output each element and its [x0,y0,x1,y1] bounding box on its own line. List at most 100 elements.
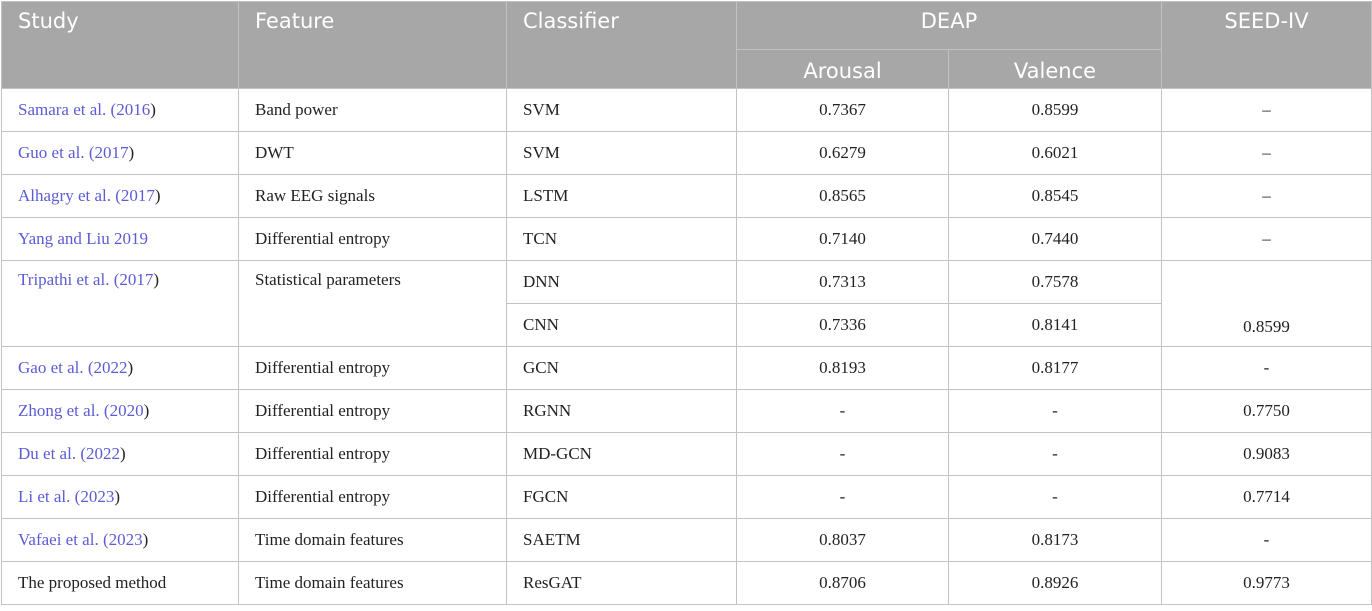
valence-cell: - [948,389,1162,433]
study-link[interactable]: Du et al. (2022 [18,444,120,463]
seed-cell: - [1161,518,1372,562]
classifier-cell: SVM [506,131,737,175]
valence-cell: 0.8141 [948,303,1162,347]
header-feature: Feature [238,1,507,89]
table-body: Samara et al. (2016) Band power SVM 0.73… [1,88,1372,605]
header-study: Study [1,1,239,89]
header-valence: Valence [948,49,1162,89]
classifier-cell: RGNN [506,389,737,433]
feature-cell: Time domain features [238,518,507,562]
arousal-cell: 0.8193 [736,346,949,390]
arousal-cell: 0.8565 [736,174,949,218]
valence-cell: 0.8599 [948,88,1162,132]
table-row: Tripathi et al. (2017) Statistical param… [1,260,1372,347]
table-row: Li et al. (2023) Differential entropy FG… [1,475,1372,519]
classifier-cell: TCN [506,217,737,261]
classifier-cell: GCN [506,346,737,390]
feature-cell: Raw EEG signals [238,174,507,218]
valence-cell: 0.6021 [948,131,1162,175]
feature-cell: Time domain features [238,561,507,605]
table-row: Zhong et al. (2020) Differential entropy… [1,389,1372,433]
valence-cell: - [948,475,1162,519]
seed-cell: – [1161,217,1372,261]
arousal-cell: 0.7140 [736,217,949,261]
valence-cell: 0.7578 [948,260,1162,304]
arousal-cell: - [736,389,949,433]
feature-cell: DWT [238,131,507,175]
seed-cell: 0.9083 [1161,432,1372,476]
classifier-cell: CNN [506,303,737,347]
table-row: Gao et al. (2022) Differential entropy G… [1,346,1372,390]
arousal-cell: 0.6279 [736,131,949,175]
study-link[interactable]: Li et al. (2023 [18,487,115,506]
feature-cell: Differential entropy [238,432,507,476]
classifier-cell: DNN [506,260,737,304]
table-row: Du et al. (2022) Differential entropy MD… [1,432,1372,476]
arousal-cell: 0.7313 [736,260,949,304]
arousal-cell: 0.7367 [736,88,949,132]
study-cell: Gao et al. (2022) [1,346,239,390]
study-link[interactable]: Yang and Liu 2019 [18,229,149,248]
classifier-cell: ResGAT [506,561,737,605]
study-cell: Zhong et al. (2020) [1,389,239,433]
study-cell: Alhagry et al. (2017) [1,174,239,218]
study-cell: The proposed method [1,561,239,605]
study-cell: Yang and Liu 2019 [1,217,239,261]
study-link[interactable]: Gao et al. (2022 [18,358,128,377]
seed-cell: - [1161,346,1372,390]
study-link[interactable]: Zhong et al. (2020 [18,401,144,420]
header-deap: DEAP [736,1,1162,50]
header-classifier: Classifier [506,1,737,89]
seed-cell: – [1161,88,1372,132]
valence-cell: 0.8173 [948,518,1162,562]
seed-cell: 0.7714 [1161,475,1372,519]
arousal-cell: 0.8037 [736,518,949,562]
study-link[interactable]: Tripathi et al. (2017 [18,270,154,289]
study-cell: Samara et al. (2016) [1,88,239,132]
table-row: The proposed method Time domain features… [1,561,1372,605]
study-cell: Du et al. (2022) [1,432,239,476]
table-row: Vafaei et al. (2023) Time domain feature… [1,518,1372,562]
feature-cell: Differential entropy [238,217,507,261]
seed-cell: 0.8599 [1161,260,1372,347]
classifier-cell: SAETM [506,518,737,562]
table-row: Alhagry et al. (2017) Raw EEG signals LS… [1,174,1372,218]
table-row: CNN 0.7336 0.8141 [2,303,1372,347]
header-arousal: Arousal [736,49,949,89]
valence-cell: 0.8177 [948,346,1162,390]
valence-cell: - [948,432,1162,476]
classifier-cell: MD-GCN [506,432,737,476]
feature-cell: Band power [238,88,507,132]
valence-cell: 0.8545 [948,174,1162,218]
study-cell: Tripathi et al. (2017) [1,260,239,347]
study-link[interactable]: Samara et al. (2016 [18,100,151,119]
study-cell: Li et al. (2023) [1,475,239,519]
seed-cell: – [1161,174,1372,218]
study-link[interactable]: Guo et al. (2017 [18,143,129,162]
arousal-cell: - [736,432,949,476]
arousal-cell: 0.7336 [736,303,949,347]
seed-cell: 0.7750 [1161,389,1372,433]
feature-cell: Statistical parameters [238,260,507,347]
table-row: Yang and Liu 2019 Differential entropy T… [1,217,1372,261]
valence-cell: 0.8926 [948,561,1162,605]
seed-cell: 0.9773 [1161,561,1372,605]
feature-cell: Differential entropy [238,389,507,433]
valence-cell: 0.7440 [948,217,1162,261]
seed-cell: – [1161,131,1372,175]
study-link[interactable]: Vafaei et al. (2023 [18,530,143,549]
classifier-cell: LSTM [506,174,737,218]
study-link[interactable]: Alhagry et al. (2017 [18,186,155,205]
arousal-cell: 0.8706 [736,561,949,605]
feature-cell: Differential entropy [238,475,507,519]
study-cell: Guo et al. (2017) [1,131,239,175]
feature-cell: Differential entropy [238,346,507,390]
classifier-cell: FGCN [506,475,737,519]
classifier-cell: SVM [506,88,737,132]
table-row: Samara et al. (2016) Band power SVM 0.73… [1,88,1372,132]
header-seed-iv: SEED-IV [1161,1,1372,89]
table-row: Guo et al. (2017) DWT SVM 0.6279 0.6021 … [1,131,1372,175]
arousal-cell: - [736,475,949,519]
study-cell: Vafaei et al. (2023) [1,518,239,562]
